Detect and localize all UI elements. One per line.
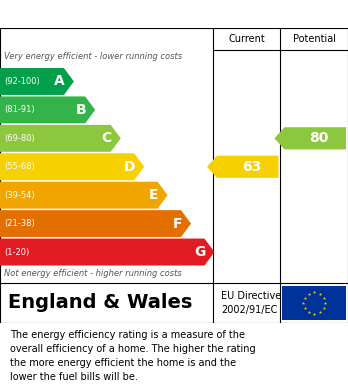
Text: D: D	[124, 160, 135, 174]
Text: Very energy efficient - lower running costs: Very energy efficient - lower running co…	[4, 52, 182, 61]
Text: A: A	[54, 74, 65, 88]
Text: (81-91): (81-91)	[4, 106, 34, 115]
Polygon shape	[0, 210, 191, 237]
Text: (39-54): (39-54)	[4, 191, 34, 200]
Polygon shape	[207, 156, 278, 178]
Polygon shape	[275, 127, 346, 149]
Text: Energy Efficiency Rating: Energy Efficiency Rating	[78, 7, 270, 21]
Text: EU Directive
2002/91/EC: EU Directive 2002/91/EC	[221, 291, 281, 315]
Text: 80: 80	[310, 131, 329, 145]
Text: Current: Current	[228, 34, 265, 44]
Polygon shape	[0, 239, 214, 265]
Text: C: C	[102, 131, 112, 145]
Polygon shape	[0, 125, 121, 152]
Text: Potential: Potential	[293, 34, 336, 44]
Text: (21-38): (21-38)	[4, 219, 35, 228]
Polygon shape	[0, 182, 168, 209]
Text: (1-20): (1-20)	[4, 248, 29, 256]
Text: E: E	[149, 188, 159, 202]
Text: 63: 63	[242, 160, 261, 174]
Text: England & Wales: England & Wales	[8, 294, 192, 312]
Text: (92-100): (92-100)	[4, 77, 40, 86]
Bar	[283, 286, 346, 320]
Polygon shape	[0, 153, 144, 180]
Polygon shape	[0, 68, 74, 95]
Text: (69-80): (69-80)	[4, 134, 35, 143]
Text: (55-68): (55-68)	[4, 162, 35, 171]
Text: Not energy efficient - higher running costs: Not energy efficient - higher running co…	[4, 269, 182, 278]
Text: F: F	[173, 217, 182, 231]
Polygon shape	[0, 97, 95, 123]
Text: The energy efficiency rating is a measure of the
overall efficiency of a home. T: The energy efficiency rating is a measur…	[10, 330, 256, 382]
Text: B: B	[76, 103, 86, 117]
Text: G: G	[194, 245, 205, 259]
